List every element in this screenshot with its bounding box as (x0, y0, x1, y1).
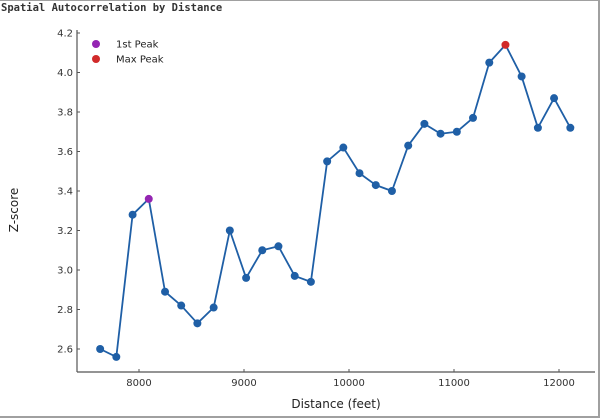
data-point (161, 287, 170, 296)
y-axis-label: Z-score (7, 188, 21, 233)
data-point (436, 129, 445, 138)
y-axis: 2.6 2.8 3.0 3.2 3.4 3.6 3.8 4.0 4.2 (57, 29, 80, 372)
legend-max-peak-icon (92, 55, 100, 63)
data-point (566, 123, 575, 132)
y-tick-label: 4.0 (57, 68, 73, 79)
x-axis-label: Distance (feet) (291, 397, 380, 411)
legend: 1st Peak Max Peak (92, 40, 164, 66)
x-tick-label: 9000 (231, 378, 256, 389)
data-point (274, 242, 283, 251)
chart-title: Spatial Autocorrelation by Distance (1, 2, 223, 14)
data-point (485, 58, 494, 67)
data-point (193, 319, 202, 328)
y-tick-label: 3.4 (57, 187, 73, 198)
data-point (469, 113, 478, 122)
data-point (452, 127, 461, 136)
y-tick-label: 3.6 (57, 147, 73, 158)
data-point (209, 303, 218, 312)
data-point (533, 123, 542, 132)
max-peak-marker (501, 40, 510, 49)
x-axis: 8000 9000 10000 11000 12000 (77, 369, 595, 389)
x-tick-label: 11000 (438, 378, 470, 389)
data-point (258, 246, 267, 255)
data-point (128, 210, 137, 219)
data-point (420, 119, 429, 128)
data-point (242, 273, 251, 282)
y-tick-label: 3.8 (57, 108, 73, 119)
y-tick-label: 3.0 (57, 266, 73, 277)
y-tick-label: 3.2 (57, 226, 73, 237)
legend-label: 1st Peak (116, 40, 159, 51)
x-tick-label: 12000 (543, 378, 575, 389)
x-tick-label: 8000 (126, 378, 151, 389)
legend-first-peak-icon (92, 40, 100, 48)
y-tick-label: 2.6 (57, 345, 73, 356)
data-point (177, 301, 186, 310)
legend-label: Max Peak (116, 55, 164, 66)
data-point (355, 169, 364, 178)
y-tick-label: 4.2 (57, 29, 73, 40)
data-point (112, 352, 121, 361)
first-peak-marker (144, 194, 153, 203)
data-point (96, 345, 105, 353)
data-point (371, 181, 380, 190)
data-point (323, 157, 332, 166)
data-point (290, 271, 299, 280)
data-point (550, 94, 559, 103)
data-point (225, 226, 234, 235)
data-point (306, 277, 315, 286)
y-tick-label: 2.8 (57, 305, 73, 316)
data-point (404, 141, 413, 150)
x-tick-label: 10000 (333, 378, 365, 389)
data-point (517, 72, 526, 81)
data-point (387, 187, 396, 195)
data-point (339, 143, 348, 152)
series-line (96, 40, 575, 361)
